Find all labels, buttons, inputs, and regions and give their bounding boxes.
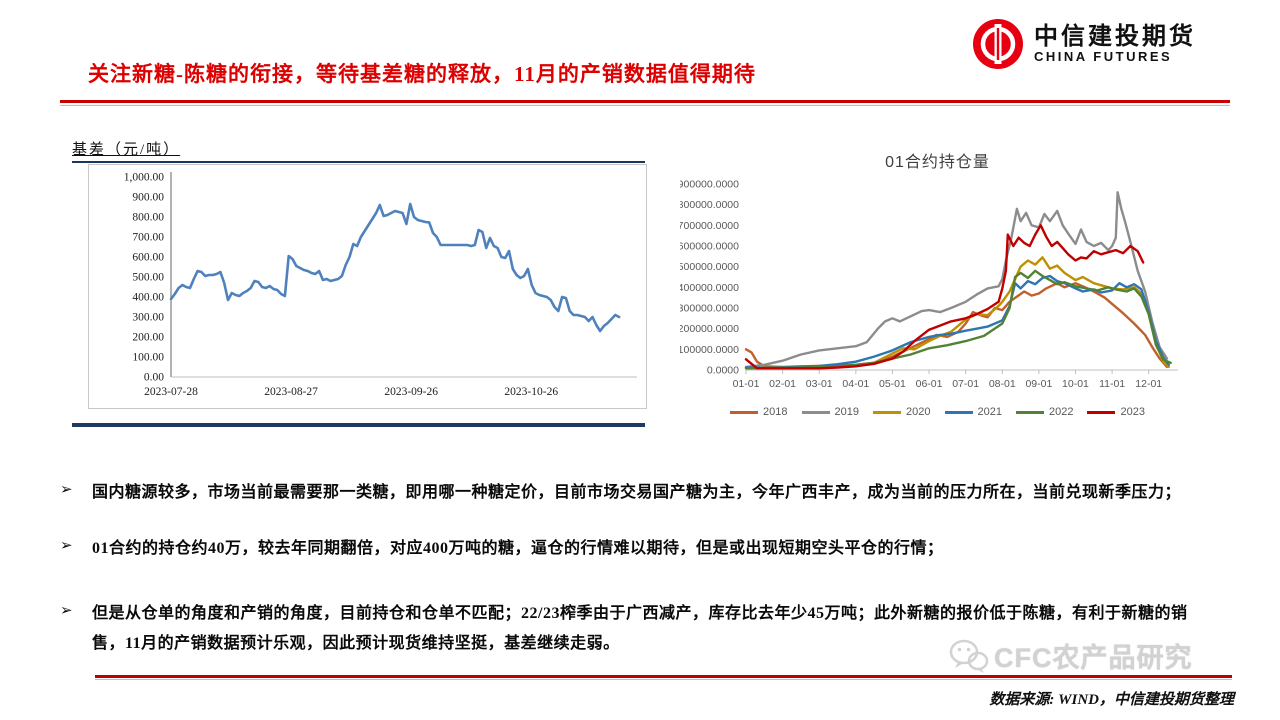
bullet-text: 国内糖源较多，市场当前最需要那一类糖，即用哪一种糖定价，目前市场交易国产糖为主，…	[92, 484, 1182, 501]
legend-item-2019: 2019	[801, 406, 860, 418]
legend-swatch	[873, 410, 902, 414]
logo-text: 中信建投期货 CHINA FUTURES	[1034, 24, 1196, 65]
svg-text:01-01: 01-01	[733, 378, 760, 390]
svg-text:400000.0000: 400000.0000	[680, 282, 739, 294]
basis-chart-frame: 0.00 100.00 200.00 300.00 400.00 500.00 600.00…	[88, 164, 647, 409]
bottom-red-rule	[95, 675, 1232, 680]
svg-text:800.00: 800.00	[132, 212, 164, 224]
svg-text:700.00: 700.00	[132, 232, 164, 244]
svg-text:500.00: 500.00	[132, 272, 164, 284]
legend-swatch	[730, 410, 759, 414]
svg-text:1,000.00: 1,000.00	[124, 172, 165, 184]
basis-chart-header: 基差（元/吨）	[72, 138, 645, 163]
page-title: 关注新糖-陈糖的衔接，等待基差糖的释放，11月的产销数据值得期待	[88, 62, 756, 86]
bullet-item: ➢ 但是从仓单的角度和产销的角度，目前持仓和仓单不匹配；22/23榨季由于广西减…	[60, 599, 1190, 658]
citic-logo-icon	[973, 19, 1023, 69]
bullet-text: 但是从仓单的角度和产销的角度，目前持仓和仓单不匹配；22/23榨季由于广西减产，…	[92, 605, 1188, 652]
svg-text:0.0000: 0.0000	[707, 365, 739, 377]
watermark-text: CFC农产品研究	[994, 643, 1193, 673]
svg-text:04-01: 04-01	[842, 378, 869, 390]
legend-item-2022: 2022	[1015, 406, 1074, 418]
svg-text:400.00: 400.00	[132, 292, 164, 304]
svg-text:2023-07-28: 2023-07-28	[144, 386, 198, 398]
svg-text:10-01: 10-01	[1062, 378, 1089, 390]
svg-text:08-01: 08-01	[989, 378, 1016, 390]
legend-item-2018: 2018	[730, 406, 788, 418]
svg-text:700000.0000: 700000.0000	[680, 220, 739, 232]
svg-text:100.00: 100.00	[132, 352, 164, 364]
svg-text:200000.0000: 200000.0000	[680, 323, 739, 335]
svg-text:07-01: 07-01	[952, 378, 979, 390]
bullet-list: ➢ 国内糖源较多，市场当前最需要那一类糖，即用哪一种糖定价，目前市场交易国产糖为…	[60, 478, 1190, 684]
legend-item-2021: 2021	[944, 406, 1002, 418]
legend-label: 2023	[1120, 406, 1145, 418]
svg-text:900.00: 900.00	[132, 192, 164, 204]
legend-swatch	[1087, 410, 1116, 414]
svg-text:05-01: 05-01	[879, 378, 906, 390]
wechat-icon	[949, 639, 989, 673]
svg-text:2023-08-27: 2023-08-27	[264, 386, 318, 398]
svg-text:600000.0000: 600000.0000	[680, 241, 739, 253]
svg-text:11-01: 11-01	[1099, 378, 1125, 390]
bullet-arrow-icon: ➢	[60, 603, 73, 620]
svg-text:800000.0000: 800000.0000	[680, 199, 739, 211]
svg-text:09-01: 09-01	[1025, 378, 1052, 390]
svg-text:300.00: 300.00	[132, 312, 164, 324]
bullet-arrow-icon: ➢	[60, 482, 73, 498]
legend-item-2023: 2023	[1087, 406, 1145, 418]
legend-label: 2021	[977, 406, 1002, 418]
svg-text:600.00: 600.00	[132, 252, 164, 264]
svg-text:02-01: 02-01	[769, 378, 796, 390]
open-interest-chart-title: 01合约持仓量	[885, 154, 990, 171]
legend-label: 2020	[906, 406, 931, 418]
company-logo: 中信建投期货 CHINA FUTURES	[972, 18, 1196, 70]
navy-divider	[72, 423, 645, 427]
svg-text:200.00: 200.00	[132, 332, 164, 344]
svg-text:12-01: 12-01	[1135, 378, 1162, 390]
svg-text:300000.0000: 300000.0000	[680, 303, 739, 315]
svg-text:900000.0000: 900000.0000	[680, 179, 739, 191]
legend-label: 2018	[763, 406, 788, 418]
legend-swatch	[1015, 410, 1044, 414]
svg-text:0.00: 0.00	[144, 372, 164, 384]
bullet-item: ➢ 国内糖源较多，市场当前最需要那一类糖，即用哪一种糖定价，目前市场交易国产糖为…	[60, 478, 1190, 508]
svg-text:2023-09-26: 2023-09-26	[384, 386, 438, 398]
data-source-note: 数据来源: WIND，中信建投期货整理	[989, 692, 1234, 708]
legend-label: 2019	[834, 406, 860, 418]
svg-text:2023-10-26: 2023-10-26	[504, 386, 558, 398]
legend-item-2020: 2020	[873, 406, 931, 418]
logo-name-cn: 中信建投期货	[1034, 23, 1196, 50]
logo-name-en: CHINA FUTURES	[1034, 49, 1173, 65]
bullet-arrow-icon: ➢	[60, 537, 73, 554]
legend-label: 2022	[1048, 406, 1074, 418]
svg-text:500000.0000: 500000.0000	[680, 261, 739, 273]
open-interest-line-chart: 0.0000 100000.0000 200000.0000 300000.0000 4…	[680, 179, 1178, 390]
bullet-text: 01合约的持仓约40万，较去年同期翻倍，对应400万吨的糖，逼仓的行情难以期待，…	[92, 539, 944, 557]
svg-text:100000.0000: 100000.0000	[680, 344, 739, 356]
open-interest-panel: 01合约持仓量 0.0000 100000.0000 200000.0000 3000…	[680, 148, 1195, 418]
chart-legend: 2018 2019 2020 2021 2022 2023	[680, 406, 1195, 418]
svg-text:03-01: 03-01	[806, 378, 833, 390]
legend-swatch	[944, 410, 973, 414]
basis-line-chart: 0.00 100.00 200.00 300.00 400.00 500.00 600.00…	[124, 172, 637, 398]
legend-swatch	[801, 410, 830, 414]
title-rule	[60, 100, 1230, 106]
svg-text:06-01: 06-01	[916, 378, 943, 390]
watermark: CFC农产品研究	[948, 636, 1193, 675]
bullet-item: ➢ 01合约的持仓约40万，较去年同期翻倍，对应400万吨的糖，逼仓的行情难以期…	[60, 534, 1190, 564]
